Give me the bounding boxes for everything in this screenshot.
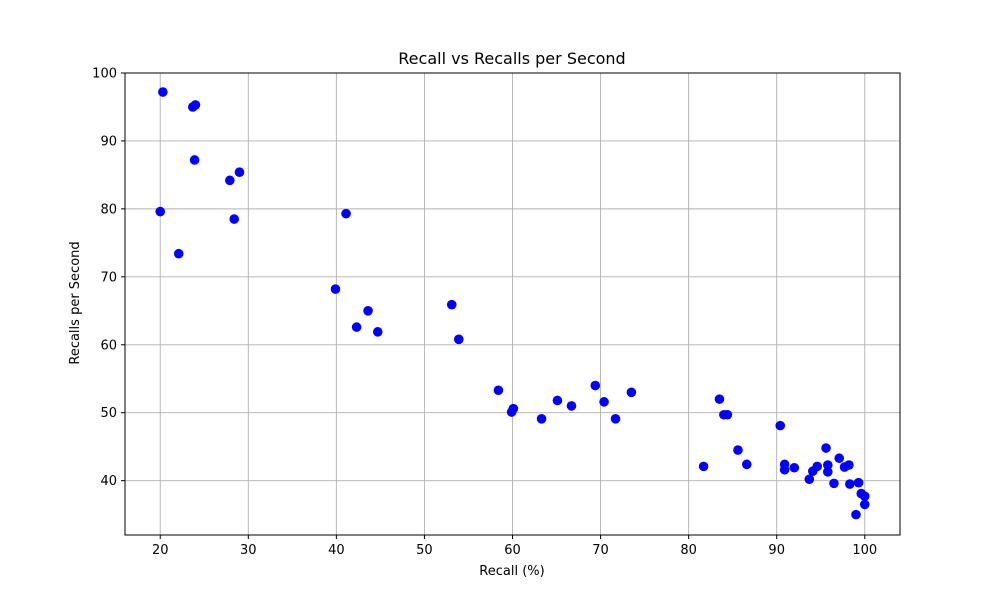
x-tick-label: 100: [852, 543, 877, 558]
data-point: [626, 387, 637, 398]
chart-title: Recall vs Recalls per Second: [398, 49, 625, 68]
data-point: [552, 395, 563, 406]
data-point: [155, 206, 166, 217]
y-tick-label: 50: [100, 406, 117, 421]
y-axis-ticks: 40 50 60 70 80 90 100: [92, 67, 125, 489]
x-tick-label: 80: [680, 543, 697, 558]
y-tick-label: 40: [100, 474, 117, 489]
data-point: [853, 477, 864, 488]
data-point: [158, 87, 168, 97]
data-point: [351, 322, 362, 332]
y-axis-label: Recalls per Second: [68, 241, 83, 364]
data-point: [812, 461, 823, 472]
data-point: [363, 305, 373, 316]
data-point: [859, 491, 870, 502]
data-point: [173, 248, 184, 259]
data-point: [590, 380, 601, 391]
data-point: [698, 461, 709, 472]
data-point: [859, 499, 870, 510]
data-point: [845, 479, 855, 489]
data-point: [610, 414, 621, 424]
data-point: [506, 407, 517, 417]
data-point: [804, 474, 815, 485]
data-point: [821, 443, 831, 453]
data-point: [741, 459, 752, 470]
x-tick-label: 70: [592, 543, 609, 558]
x-tick-label: 40: [328, 543, 345, 558]
data-point: [234, 167, 245, 177]
x-tick-label: 50: [416, 543, 433, 558]
data-point: [372, 327, 383, 337]
data-point: [779, 464, 790, 475]
x-tick-label: 30: [240, 543, 257, 558]
y-tick-label: 70: [100, 270, 117, 285]
data-point: [789, 462, 800, 473]
data-point: [330, 284, 341, 294]
x-axis-ticks: 20 30 40 50 60 70 80 90 100: [152, 535, 877, 558]
data-point: [822, 460, 833, 470]
data-point: [733, 445, 743, 455]
x-tick-label: 20: [152, 543, 169, 558]
data-point: [225, 175, 235, 186]
data-point: [453, 334, 464, 345]
y-tick-label: 80: [100, 202, 117, 217]
data-points: [155, 87, 870, 520]
y-tick-label: 90: [100, 134, 117, 149]
data-point: [229, 214, 240, 224]
data-point: [566, 401, 577, 411]
data-point: [493, 385, 504, 396]
data-point: [599, 397, 609, 407]
grid-lines: [125, 72, 900, 535]
data-point: [775, 420, 786, 431]
x-tick-label: 60: [504, 543, 521, 558]
data-point: [190, 100, 201, 110]
x-tick-label: 90: [768, 543, 785, 558]
x-axis-label: Recall (%): [479, 564, 544, 579]
y-tick-label: 60: [100, 338, 117, 353]
data-point: [829, 478, 839, 489]
y-tick-label: 100: [92, 67, 117, 82]
data-point: [834, 453, 845, 464]
data-point: [822, 467, 833, 477]
data-point: [341, 208, 351, 219]
data-point: [844, 460, 854, 470]
data-point: [446, 299, 457, 310]
data-point: [536, 414, 547, 424]
data-point: [722, 409, 733, 420]
data-point: [714, 394, 725, 404]
data-point: [189, 155, 200, 165]
data-point: [851, 509, 861, 520]
